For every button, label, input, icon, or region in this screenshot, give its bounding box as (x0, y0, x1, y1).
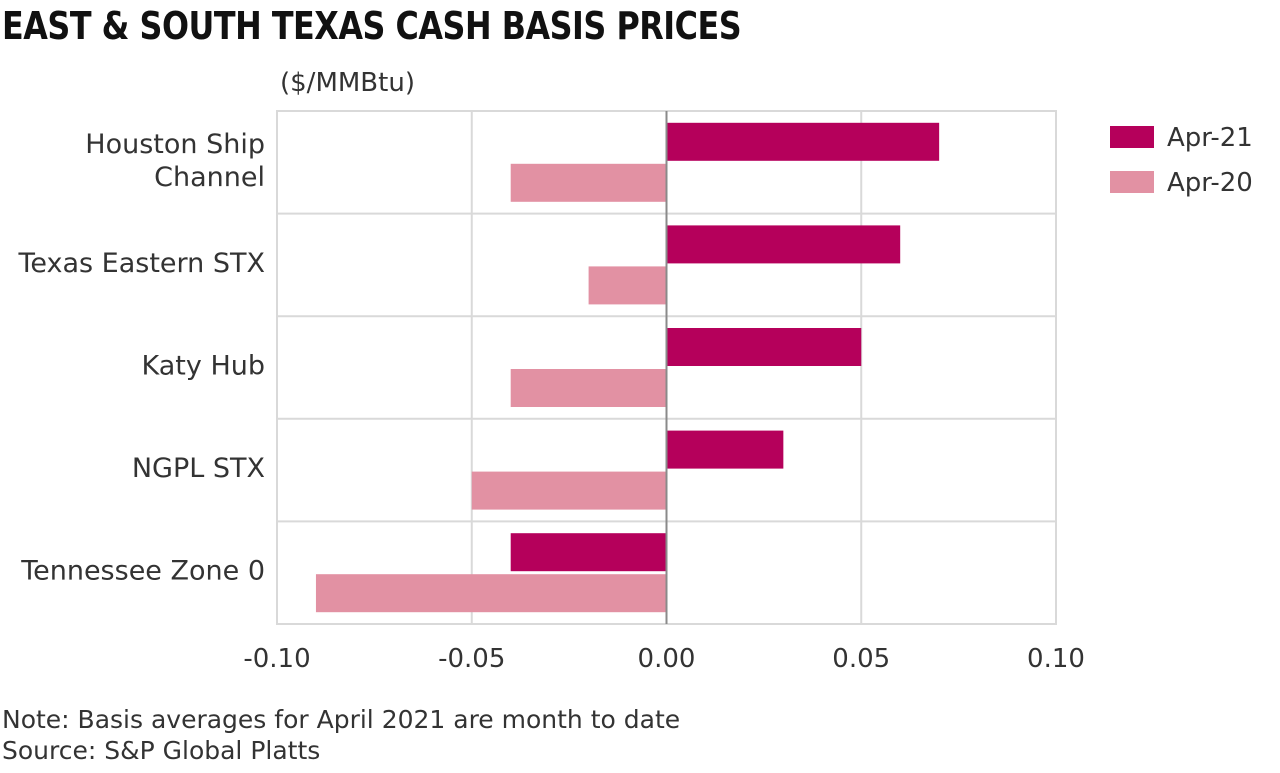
category-label-line: Houston Ship (85, 129, 265, 160)
legend-swatch-apr-21 (1110, 126, 1154, 148)
source-text: Source: S&P Global Platts (2, 736, 321, 765)
x-tick-label: -0.10 (243, 644, 310, 674)
bar-apr-21-0 (666, 122, 940, 161)
category-label: Tennessee Zone 0 (20, 556, 265, 587)
bar-apr-21-3 (666, 430, 784, 469)
x-tick-label: 0.05 (832, 644, 890, 674)
category-label-line: Tennessee Zone 0 (20, 556, 265, 587)
category-label-line: NGPL STX (132, 453, 265, 484)
legend-label-apr-20: Apr-20 (1167, 168, 1253, 198)
bar-apr-21-4 (510, 533, 667, 572)
footnote: Note: Basis averages for April 2021 are … (2, 704, 680, 766)
bar-apr-20-4 (315, 574, 667, 613)
bars (315, 122, 940, 613)
category-label: Katy Hub (142, 351, 265, 382)
bar-apr-20-1 (588, 266, 667, 305)
x-tick-label: 0.10 (1027, 644, 1085, 674)
bar-apr-20-0 (510, 163, 667, 202)
bar-apr-21-2 (666, 328, 862, 366)
category-label: NGPL STX (132, 453, 265, 484)
x-tick-label: -0.05 (438, 644, 505, 674)
legend-swatch-apr-20 (1110, 171, 1154, 193)
legend-label-apr-21: Apr-21 (1167, 123, 1253, 153)
legend: Apr-21 Apr-20 (1110, 123, 1253, 198)
category-label: Houston Ship Channel (85, 129, 265, 193)
chart-title: EAST & SOUTH TEXAS CASH BASIS PRICES (2, 4, 742, 48)
bar-apr-20-3 (471, 471, 667, 510)
x-tick-label: 0.00 (638, 644, 696, 674)
category-labels: Houston Ship Channel Texas Eastern STX Katy… (17, 129, 265, 587)
bar-apr-21-1 (666, 225, 901, 264)
bar-apr-20-2 (510, 369, 667, 407)
category-label: Texas Eastern STX (17, 248, 265, 279)
unit-label: ($/MMBtu) (280, 68, 415, 98)
x-tick-labels: -0.10 -0.05 0.00 0.05 0.10 (243, 644, 1085, 674)
category-label-line: Channel (154, 162, 265, 193)
note-text: Note: Basis averages for April 2021 are … (2, 705, 681, 734)
category-label-line: Katy Hub (142, 351, 265, 382)
category-label-line: Texas Eastern STX (17, 248, 265, 279)
